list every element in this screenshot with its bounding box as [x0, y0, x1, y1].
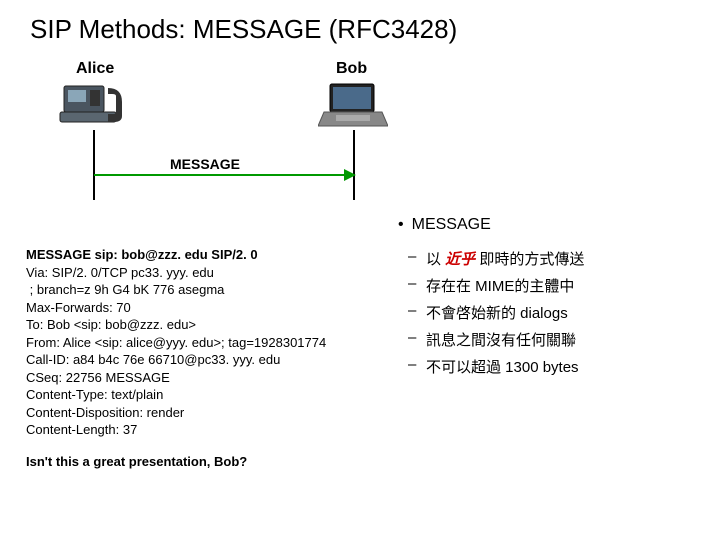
arrow-label: MESSAGE	[170, 156, 240, 172]
sip-line: Via: SIP/2. 0/TCP pc33. yyy. edu	[26, 264, 356, 282]
sip-line: From: Alice <sip: alice@yyy. edu>; tag=1…	[26, 334, 356, 352]
sip-line: ; branch=z 9h G4 bK 776 asegma	[26, 281, 356, 299]
sip-footer: Isn't this a great presentation, Bob?	[26, 453, 356, 471]
bullet-heading: •MESSAGE	[398, 216, 710, 234]
bullet-item: –存在在 MIME的主體中	[398, 275, 710, 296]
slide-title: SIP Methods: MESSAGE (RFC3428)	[30, 14, 457, 45]
bullet-item: –訊息之間沒有任何關聯	[398, 329, 710, 350]
sip-line: MESSAGE sip: bob@zzz. edu SIP/2. 0	[26, 246, 356, 264]
alice-lifeline	[93, 130, 95, 200]
phone-icon	[58, 82, 128, 130]
sip-line: Call-ID: a84 b4c 76e 66710@pc33. yyy. ed…	[26, 351, 356, 369]
sip-line: To: Bob <sip: bob@zzz. edu>	[26, 316, 356, 334]
alice-label: Alice	[76, 60, 114, 78]
bob-lifeline	[353, 130, 355, 200]
laptop-icon	[318, 82, 388, 130]
bullet-list: •MESSAGE –以 近乎 即時的方式傳送 –存在在 MIME的主體中 –不會啓始…	[398, 216, 710, 383]
sip-message-block: MESSAGE sip: bob@zzz. edu SIP/2. 0Via: S…	[26, 246, 356, 471]
sip-line: Content-Disposition: render	[26, 404, 356, 422]
sequence-diagram: Alice Bob MESSAGE	[50, 60, 430, 210]
bullet-item: –以 近乎 即時的方式傳送	[398, 248, 710, 269]
sip-line: CSeq: 22756 MESSAGE	[26, 369, 356, 387]
bob-label: Bob	[336, 60, 367, 78]
bullet-item: –不會啓始新的 dialogs	[398, 302, 710, 323]
sip-line: Content-Type: text/plain	[26, 386, 356, 404]
sip-line: Max-Forwards: 70	[26, 299, 356, 317]
bullet-heading-text: MESSAGE	[412, 216, 491, 233]
message-arrow	[94, 174, 354, 176]
bullet-item: –不可以超過 1300 bytes	[398, 356, 710, 377]
sip-line: Content-Length: 37	[26, 421, 356, 439]
